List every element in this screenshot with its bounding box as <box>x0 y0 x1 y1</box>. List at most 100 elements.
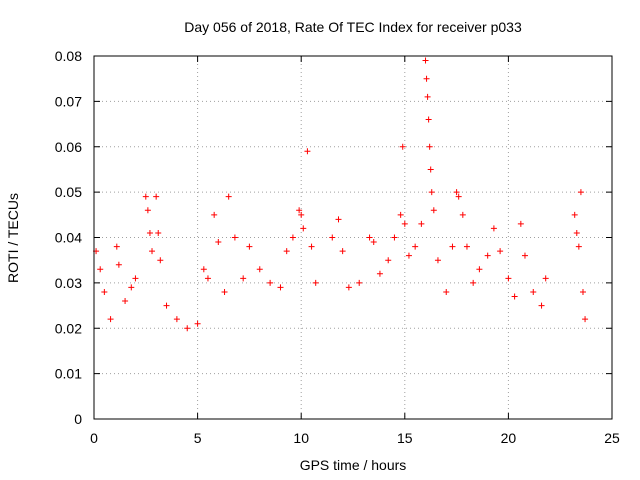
data-point <box>530 288 537 295</box>
data-point <box>412 243 419 250</box>
data-point <box>427 166 434 173</box>
data-point <box>434 257 441 264</box>
data-point <box>184 325 191 332</box>
data-point <box>573 229 580 236</box>
x-tick-label: 25 <box>604 430 620 446</box>
axis-ticks <box>93 55 613 420</box>
x-tick-label: 5 <box>194 430 202 446</box>
data-point <box>484 252 491 259</box>
data-point <box>308 243 315 250</box>
data-point <box>312 279 319 286</box>
data-point <box>298 211 305 218</box>
data-point <box>345 284 352 291</box>
data-point <box>425 116 432 123</box>
data-point <box>225 193 232 200</box>
data-point <box>128 284 135 291</box>
data-point <box>401 220 408 227</box>
data-point <box>155 229 162 236</box>
x-tick-label: 15 <box>397 430 413 446</box>
data-point <box>163 302 170 309</box>
data-point <box>246 243 253 250</box>
data-point <box>97 266 104 273</box>
x-axis-label: GPS time / hours <box>300 457 407 473</box>
data-point <box>122 298 129 305</box>
data-point <box>335 216 342 223</box>
data-point <box>107 316 114 323</box>
y-tick-label: 0.03 <box>55 275 82 291</box>
tick-labels: 0 5 10 15 20 25 0 0.01 0.02 0.03 0.04 0.05 0.06 0.07 0… <box>55 48 620 446</box>
data-point <box>149 248 156 255</box>
data-point <box>277 284 284 291</box>
data-point <box>370 239 377 246</box>
data-point <box>422 57 429 64</box>
data-point <box>542 275 549 282</box>
chart-title: Day 056 of 2018, Rate Of TEC Index for r… <box>184 19 522 35</box>
y-tick-label: 0.08 <box>55 48 82 64</box>
data-point <box>405 252 412 259</box>
data-point <box>211 211 218 218</box>
y-tick-label: 0.07 <box>55 93 82 109</box>
data-point <box>455 193 462 200</box>
data-points <box>93 57 589 332</box>
data-point <box>538 302 545 309</box>
data-point <box>157 257 164 264</box>
data-point <box>490 225 497 232</box>
data-point <box>476 266 483 273</box>
y-tick-label: 0.01 <box>55 366 82 382</box>
data-point <box>497 248 504 255</box>
data-point <box>231 234 238 241</box>
data-point <box>221 288 228 295</box>
data-point <box>376 270 383 277</box>
data-point <box>173 316 180 323</box>
data-point <box>194 320 201 327</box>
data-point <box>142 193 149 200</box>
y-tick-label: 0.05 <box>55 184 82 200</box>
data-point <box>517 220 524 227</box>
x-tick-label: 10 <box>293 430 309 446</box>
data-point <box>582 316 589 323</box>
x-tick-label: 0 <box>90 430 98 446</box>
data-point <box>426 143 433 150</box>
data-point <box>153 193 160 200</box>
data-point <box>399 143 406 150</box>
data-point <box>240 275 247 282</box>
data-point <box>391 234 398 241</box>
data-point <box>571 211 578 218</box>
data-point <box>577 189 584 196</box>
data-point <box>329 234 336 241</box>
x-tick-label: 20 <box>501 430 517 446</box>
data-point <box>113 243 120 250</box>
data-point <box>463 243 470 250</box>
data-point <box>449 243 456 250</box>
data-point <box>300 225 307 232</box>
data-point <box>470 279 477 286</box>
data-point <box>459 211 466 218</box>
data-point <box>283 248 290 255</box>
grid <box>94 56 612 419</box>
data-point <box>146 229 153 236</box>
y-tick-label: 0 <box>74 411 82 427</box>
data-point <box>418 220 425 227</box>
data-point <box>339 248 346 255</box>
data-point <box>204 275 211 282</box>
data-point <box>115 261 122 268</box>
y-tick-label: 0.02 <box>55 320 82 336</box>
data-point <box>385 257 392 264</box>
data-point <box>144 207 151 214</box>
data-point <box>132 275 139 282</box>
data-point <box>428 189 435 196</box>
data-point <box>366 234 373 241</box>
data-point <box>296 207 303 214</box>
data-point <box>443 288 450 295</box>
y-tick-label: 0.04 <box>55 230 82 246</box>
data-point <box>397 211 404 218</box>
data-point <box>575 243 582 250</box>
data-point <box>200 266 207 273</box>
data-point <box>267 279 274 286</box>
data-point <box>289 234 296 241</box>
data-point <box>215 239 222 246</box>
data-point <box>356 279 363 286</box>
data-point <box>521 252 528 259</box>
